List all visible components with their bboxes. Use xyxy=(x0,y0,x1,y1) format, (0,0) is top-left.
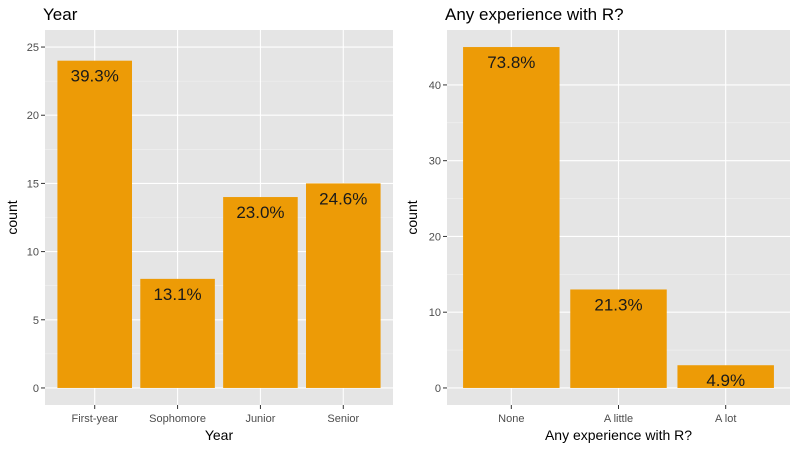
y-tick-label: 25 xyxy=(27,42,39,54)
bar-series: 73.8% 21.3% 4.9% xyxy=(463,47,774,390)
y-tick-label: 10 xyxy=(27,247,39,259)
y-tick-label: 0 xyxy=(435,383,441,395)
x-axis-title: Any experience with R? xyxy=(545,427,692,443)
bar-series: 39.3% 13.1% 23.0% 24.6% xyxy=(57,60,381,388)
x-tick-label: A little xyxy=(604,413,633,425)
x-axis-title: Year xyxy=(205,427,234,443)
x-tick-label: None xyxy=(498,413,524,425)
y-tick-label: 0 xyxy=(33,383,39,395)
y-tick-label: 15 xyxy=(27,178,39,190)
axis-ticks: 0 5 10 15 20 25 First-year Sophomore Junior Senio… xyxy=(27,42,360,425)
x-tick-label: Sophomore xyxy=(149,413,206,425)
y-tick-label: 5 xyxy=(33,315,39,327)
bar xyxy=(570,289,667,388)
bar-data-label: 21.3% xyxy=(594,295,642,314)
bar xyxy=(140,278,215,388)
axis-ticks: 0 10 20 30 40 None A little A lot xyxy=(429,80,737,425)
bar-data-label: 39.3% xyxy=(71,67,119,86)
bar-data-label: 23.0% xyxy=(236,203,284,222)
bar xyxy=(223,197,298,388)
x-tick-label: Junior xyxy=(245,413,275,425)
y-tick-label: 10 xyxy=(429,307,441,319)
y-axis-title: count xyxy=(404,200,420,234)
y-tick-label: 20 xyxy=(429,231,441,243)
bar xyxy=(677,365,774,388)
bar-data-label: 73.8% xyxy=(487,53,535,72)
bar-data-label: 24.6% xyxy=(319,189,367,208)
chart-r-experience: Any experience with R? 73.8% 21.3% 4.9% 0 1… xyxy=(404,5,790,443)
bar-data-label: 4.9% xyxy=(706,371,745,390)
y-tick-label: 40 xyxy=(429,80,441,92)
bar-data-label: 13.1% xyxy=(153,285,201,304)
y-tick-label: 30 xyxy=(429,156,441,168)
x-tick-label: Senior xyxy=(327,413,359,425)
chart-title: Year xyxy=(43,5,78,24)
chart-title: Any experience with R? xyxy=(445,5,624,24)
y-axis-title: count xyxy=(4,200,20,234)
bar xyxy=(463,47,560,388)
chart-year: Year 39.3% 13.1% 23.0% 24.6% 0 5 10 15 20 25 Firs… xyxy=(4,5,393,443)
bar xyxy=(57,60,132,388)
x-tick-label: A lot xyxy=(715,413,736,425)
x-tick-label: First-year xyxy=(71,413,118,425)
bar xyxy=(306,183,381,388)
y-tick-label: 20 xyxy=(27,110,39,122)
